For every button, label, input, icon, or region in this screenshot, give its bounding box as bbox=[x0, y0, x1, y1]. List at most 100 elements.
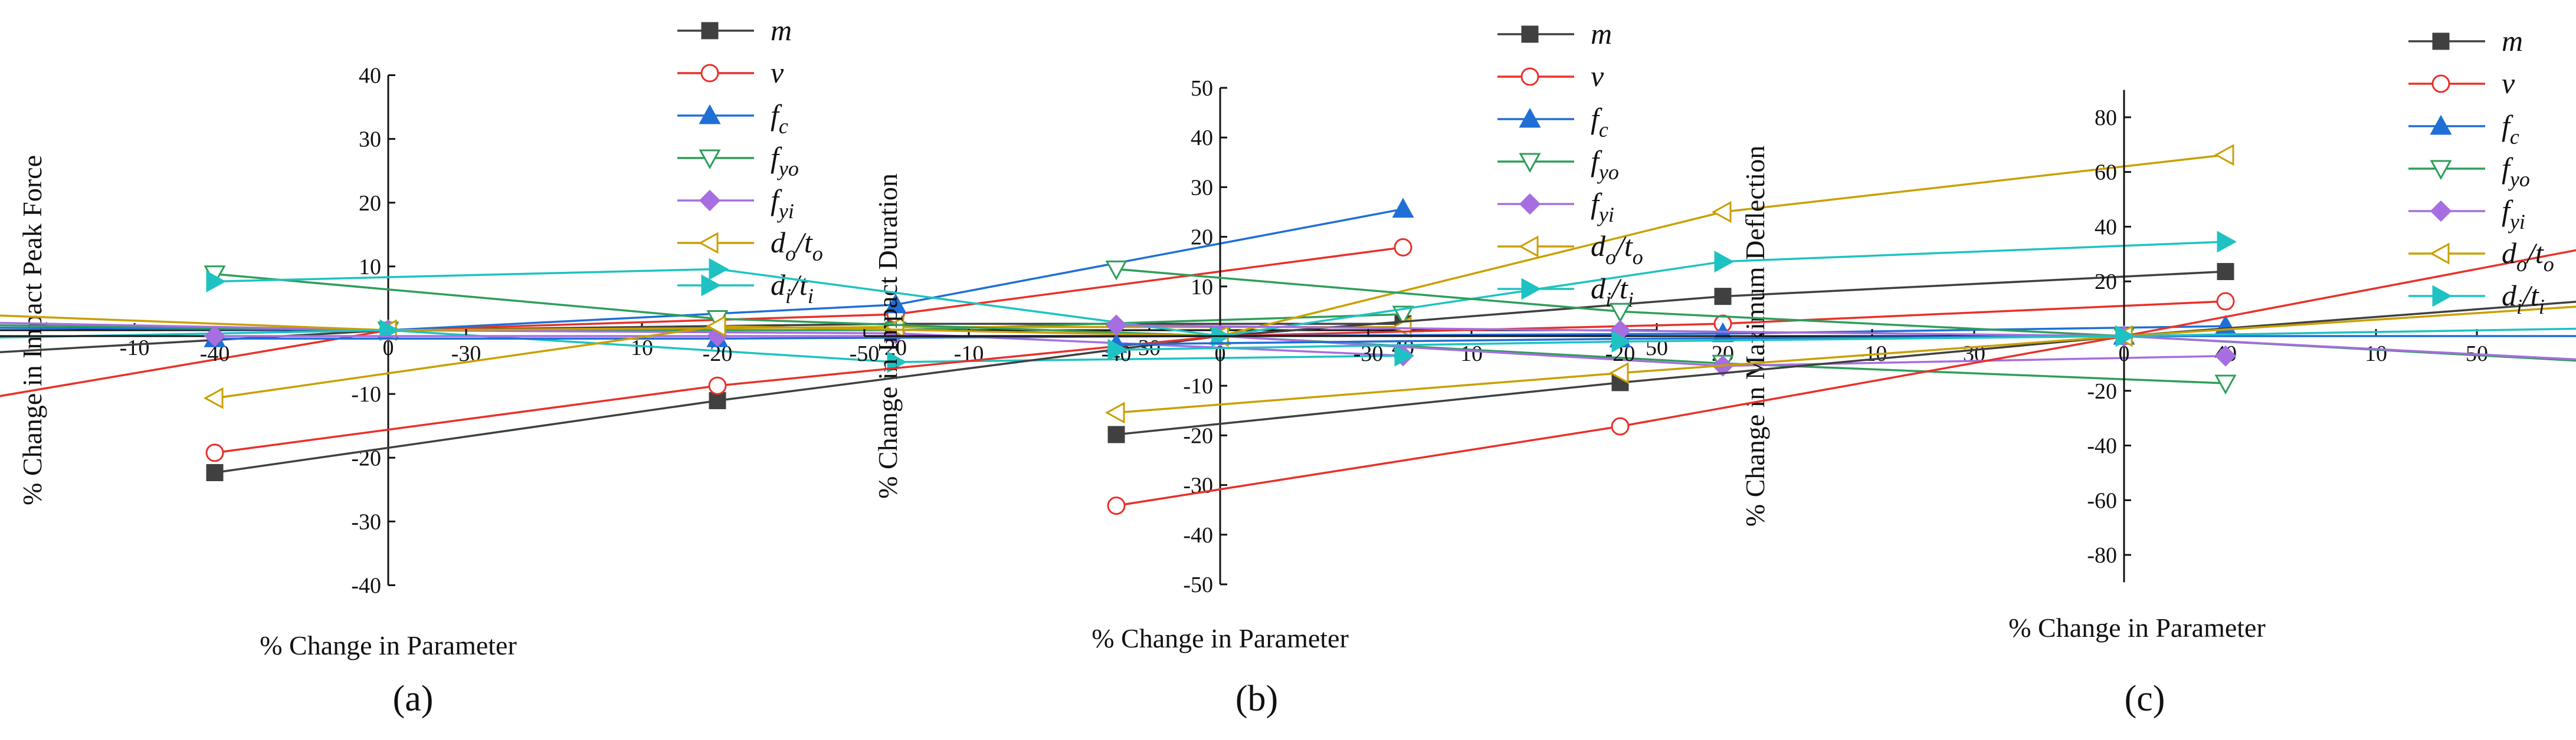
legend-label-v: v bbox=[1591, 60, 1604, 93]
data-point-fyi bbox=[2214, 345, 2237, 367]
data-point-doto bbox=[203, 387, 224, 409]
data-point-diti bbox=[1611, 330, 1632, 353]
y-tick-label: 80 bbox=[2095, 106, 2117, 130]
legend-marker-fc bbox=[2430, 114, 2452, 135]
legend-marker-fyi bbox=[699, 189, 721, 212]
legend-label-m: m bbox=[771, 14, 792, 47]
y-tick-label: -40 bbox=[1183, 523, 1213, 548]
data-point-diti bbox=[1714, 251, 1735, 273]
y-tick-label: -10 bbox=[351, 382, 381, 407]
y-tick-label: 50 bbox=[1191, 76, 1213, 101]
legend-label-m: m bbox=[2502, 24, 2523, 57]
data-point-fyi bbox=[1105, 314, 1128, 336]
legend-label-doto: do/to bbox=[2502, 236, 2554, 276]
data-point-v bbox=[708, 376, 727, 395]
data-point-diti bbox=[1107, 338, 1128, 361]
legend-label-diti: di/ti bbox=[2502, 279, 2545, 318]
x-tick-label: -10 bbox=[120, 336, 150, 360]
data-point-diti bbox=[2115, 325, 2136, 347]
legend-label-fc: fc bbox=[2502, 109, 2519, 149]
y-tick-label: -30 bbox=[351, 509, 381, 534]
data-point-doto bbox=[706, 315, 726, 337]
legend-label-fyi: fyi bbox=[1591, 187, 1614, 226]
data-point-fc bbox=[884, 293, 907, 314]
legend-label-doto: do/to bbox=[1591, 229, 1643, 269]
panel-a: -50-40-30-20-1001020304050-40-30-20-1010… bbox=[0, 14, 1668, 719]
data-point-v bbox=[1107, 496, 1126, 515]
x-axis-title: % Change in Parameter bbox=[1092, 623, 1349, 653]
legend-marker-v bbox=[1520, 67, 1539, 86]
legend-marker-fyo bbox=[1519, 153, 1541, 173]
data-point-fyo bbox=[1105, 260, 1128, 281]
y-tick-label: -60 bbox=[2087, 488, 2117, 513]
x-tick-label: 0 bbox=[2119, 341, 2130, 366]
y-tick-label: -40 bbox=[351, 574, 381, 598]
y-tick-label: 60 bbox=[2095, 160, 2117, 185]
x-tick-label: -50 bbox=[850, 341, 880, 366]
data-point-diti bbox=[379, 319, 400, 341]
legend-marker-doto bbox=[2429, 242, 2450, 265]
x-tick-label: 30 bbox=[1138, 336, 1161, 360]
data-point-fc bbox=[1392, 198, 1414, 218]
data-point-fyi bbox=[204, 325, 226, 347]
legend-label-fyo: fyo bbox=[1591, 144, 1619, 184]
legend-marker-doto bbox=[698, 232, 719, 254]
legend-label-fyi: fyi bbox=[2502, 194, 2525, 233]
legend-marker-diti bbox=[1521, 278, 1542, 300]
legend-label-fc: fc bbox=[1591, 102, 1608, 142]
panel-c: -50-40-30-20-1001020304050-80-60-40-2020… bbox=[850, 24, 2576, 719]
legend-marker-v bbox=[700, 64, 719, 83]
y-tick-label: 20 bbox=[1191, 225, 1213, 250]
legend-label-v: v bbox=[771, 56, 784, 89]
y-tick-label: 40 bbox=[359, 64, 381, 88]
y-tick-label: -20 bbox=[2087, 379, 2117, 404]
data-point-fyo bbox=[1392, 305, 1414, 326]
y-tick-label: -50 bbox=[1183, 573, 1213, 597]
legend-marker-doto bbox=[1518, 235, 1539, 258]
data-point-fyo bbox=[2214, 374, 2237, 395]
data-point-m bbox=[1107, 426, 1125, 443]
y-tick-label: 10 bbox=[1191, 275, 1213, 300]
data-point-diti bbox=[206, 270, 227, 292]
x-axis-title: % Change in Parameter bbox=[260, 630, 517, 660]
data-point-diti bbox=[887, 351, 907, 373]
y-tick-label: -10 bbox=[1183, 374, 1213, 399]
panel-label: (a) bbox=[393, 679, 434, 719]
data-point-v bbox=[1611, 417, 1630, 436]
legend-marker-fyi bbox=[2430, 200, 2452, 222]
data-point-diti bbox=[1394, 344, 1415, 367]
legend-label-diti: di/ti bbox=[1591, 272, 1634, 311]
y-axis-title: % Change in Maximum Deflection bbox=[1740, 146, 1770, 527]
data-point-doto bbox=[2214, 144, 2234, 166]
x-tick-label: 0 bbox=[383, 336, 394, 360]
y-tick-label: 20 bbox=[2095, 269, 2117, 294]
legend-marker-m bbox=[701, 22, 719, 40]
legend-label-fyo: fyo bbox=[771, 141, 799, 180]
data-point-doto bbox=[1711, 200, 1732, 223]
legend-marker-fc bbox=[699, 104, 721, 124]
y-tick-label: 30 bbox=[1191, 175, 1213, 200]
data-point-m bbox=[1714, 288, 1732, 305]
legend-marker-diti bbox=[701, 274, 722, 297]
legend-label-fyo: fyo bbox=[2502, 152, 2530, 191]
legend-marker-fyo bbox=[699, 149, 721, 170]
x-tick-label: 10 bbox=[631, 336, 653, 360]
series-line-doto bbox=[1116, 305, 2576, 414]
legend-label-fyi: fyi bbox=[771, 183, 794, 223]
legend-marker-v bbox=[2431, 74, 2450, 93]
x-tick-label: 10 bbox=[1460, 341, 1483, 366]
legend-label-diti: di/ti bbox=[771, 268, 814, 308]
legend-label-fc: fc bbox=[771, 98, 788, 138]
data-point-m bbox=[709, 392, 726, 409]
y-tick-label: 10 bbox=[359, 255, 381, 279]
y-tick-label: 20 bbox=[359, 191, 381, 216]
legend-label-v: v bbox=[2502, 67, 2515, 100]
legend-label-m: m bbox=[1591, 17, 1612, 50]
y-tick-label: -40 bbox=[2087, 434, 2117, 459]
y-tick-label: 40 bbox=[1191, 126, 1213, 150]
x-axis-title: % Change in Parameter bbox=[2008, 613, 2266, 643]
legend-marker-diti bbox=[2432, 285, 2453, 307]
data-point-diti bbox=[2217, 231, 2237, 253]
